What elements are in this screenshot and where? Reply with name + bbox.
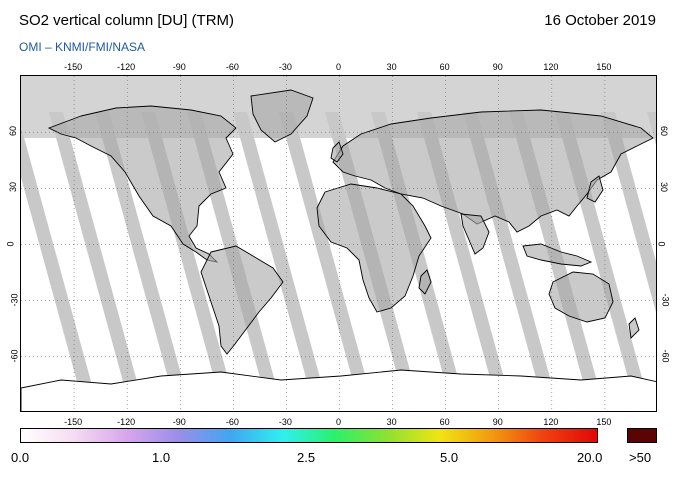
continents	[21, 89, 656, 411]
colorbar-label-0: 0.0	[11, 450, 30, 465]
africa	[316, 183, 432, 313]
graticule	[21, 76, 656, 411]
colorbar	[20, 428, 598, 443]
longitude-tick-top: -90	[172, 62, 186, 72]
map-title: SO2 vertical column [DU] (TRM)	[19, 12, 235, 29]
swath-gap	[49, 112, 141, 396]
swath-gap	[647, 112, 656, 145]
latitude-tick-left: -30	[9, 293, 20, 307]
japan	[586, 175, 604, 203]
greenland	[250, 89, 314, 143]
british-isles	[330, 141, 344, 163]
longitude-tick-top: -120	[117, 62, 136, 72]
latitude-tick-right: 0	[656, 240, 667, 247]
madagascar	[418, 269, 432, 295]
map-panel	[20, 75, 657, 412]
swath-gap	[233, 112, 325, 396]
longitude-tick-bottom: -60	[225, 417, 239, 427]
longitude-tick-bottom: -150	[64, 417, 83, 427]
longitude-tick-top: 0	[335, 62, 342, 72]
world-map	[21, 76, 656, 411]
latitude-tick-right: -30	[660, 293, 671, 307]
south-america	[200, 245, 284, 355]
longitude-tick-bottom: 60	[439, 417, 450, 427]
longitude-tick-top: 120	[543, 62, 559, 72]
data-source: OMI – KNMI/FMI/NASA	[19, 40, 146, 54]
longitude-tick-top: -30	[278, 62, 292, 72]
latitude-tick-left: -60	[9, 349, 20, 363]
latitude-tick-right: -60	[660, 349, 671, 363]
longitude-tick-top: 60	[439, 62, 450, 72]
longitude-tick-bottom: 150	[596, 417, 612, 427]
north-america	[47, 105, 237, 263]
eurasia	[332, 109, 654, 233]
india	[460, 213, 490, 255]
colorbar-overflow	[627, 428, 657, 443]
longitude-tick-top: -150	[64, 62, 83, 72]
swath-gap	[21, 126, 95, 396]
longitude-tick-top: 30	[386, 62, 397, 72]
colorbar-label-4: 20.0	[577, 450, 603, 465]
longitude-tick-top: 90	[492, 62, 503, 72]
colorbar-label-5: >50	[629, 450, 652, 465]
longitude-tick-bottom: 0	[335, 417, 342, 427]
longitude-tick-bottom: 120	[543, 417, 559, 427]
swath-gap	[279, 112, 371, 396]
latitude-tick-left: 60	[8, 126, 19, 137]
antarctica	[21, 369, 656, 411]
longitude-tick-bottom: 90	[492, 417, 503, 427]
longitude-tick-bottom: -30	[278, 417, 292, 427]
longitude-tick-bottom: -120	[117, 417, 136, 427]
latitude-tick-left: 30	[8, 182, 19, 193]
australia	[548, 271, 614, 323]
new-zealand	[628, 317, 640, 339]
colorbar-label-2: 2.5	[297, 450, 316, 465]
colorbar-label-1: 1.0	[152, 450, 171, 465]
latitude-tick-right: 30	[659, 182, 670, 193]
indonesia	[522, 243, 593, 267]
map-date: 16 October 2019	[544, 12, 656, 29]
swath-gap	[95, 112, 187, 396]
longitude-tick-top: -60	[225, 62, 239, 72]
longitude-tick-bottom: -90	[172, 417, 186, 427]
latitude-tick-left: 0	[5, 240, 16, 247]
longitude-tick-top: 150	[596, 62, 612, 72]
colorbar-label-3: 5.0	[440, 450, 459, 465]
longitude-tick-bottom: 30	[386, 417, 397, 427]
latitude-tick-right: 60	[659, 126, 670, 137]
